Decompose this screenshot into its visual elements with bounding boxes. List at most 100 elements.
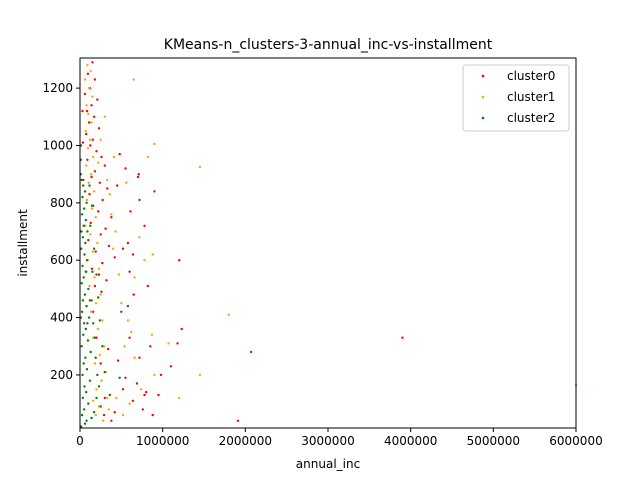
point-cluster1-52 [227,313,230,316]
point-cluster2-58 [92,411,96,414]
point-cluster1-29 [90,310,93,313]
point-cluster0-62 [113,411,116,414]
x-tick-label-5: 5000000 [467,434,520,448]
point-cluster0-20 [98,181,102,184]
point-cluster0-2 [93,78,97,81]
point-cluster1-61 [108,193,112,196]
point-cluster1-16 [85,198,89,202]
y-tick-label-5: 1200 [42,81,73,95]
point-cluster1-46 [133,276,136,279]
point-cluster0-67 [92,310,95,313]
point-cluster2-17 [82,276,85,279]
point-cluster2-52 [88,184,91,187]
point-cluster1-10 [86,147,90,150]
point-cluster1-31 [96,327,100,331]
point-cluster2-57 [99,405,102,408]
point-cluster0-47 [146,284,149,288]
y-tick-label-1: 400 [50,311,73,325]
points-layer [79,61,578,428]
point-cluster2-48 [91,270,94,273]
legend-label-cluster2: cluster2 [507,111,555,125]
point-cluster0-86 [143,393,146,397]
point-cluster0-49 [153,190,156,193]
point-cluster1-9 [88,138,92,141]
point-cluster1-37 [100,379,103,382]
point-cluster1-59 [111,247,115,250]
point-cluster2-25 [82,322,86,325]
point-cluster2-40 [82,408,86,411]
x-tick-label-0: 0 [76,434,84,448]
legend-marker-cluster0 [481,74,485,78]
point-cluster1-5 [85,104,88,107]
point-cluster2-46 [92,322,95,325]
point-cluster1-33 [102,345,106,348]
x-axis-ticks: 0 1000000 2000000 3000000 4000000 5000000 6000… [76,428,603,448]
point-cluster1-51 [167,342,170,345]
point-cluster1-38 [95,388,98,391]
point-cluster1-18 [94,216,97,219]
point-cluster1-39 [106,396,109,400]
point-cluster0-4 [83,92,87,96]
point-cluster0-15 [100,155,103,159]
point-cluster1-72 [97,405,101,408]
point-cluster1-68 [121,413,125,417]
point-cluster2-29 [80,345,83,348]
point-cluster0-83 [106,347,110,351]
point-cluster1-54 [178,396,181,400]
point-cluster0-45 [126,241,130,245]
point-cluster0-28 [104,227,107,230]
legend: cluster0 cluster1 cluster2 [462,64,570,132]
point-cluster1-11 [92,155,95,159]
point-cluster0-33 [113,256,116,259]
point-cluster1-60 [110,213,113,216]
point-cluster2-35 [88,379,92,382]
point-cluster1-27 [99,293,102,296]
point-cluster1-71 [101,419,105,422]
point-cluster1-78 [106,178,109,182]
point-cluster0-14 [95,150,98,153]
point-cluster1-56 [133,356,136,359]
point-cluster2-51 [90,204,94,207]
point-cluster0-25 [97,210,100,213]
point-cluster0-60 [131,399,135,402]
point-cluster2-63 [249,350,253,354]
point-cluster2-55 [97,385,101,388]
point-cluster1-49 [130,330,133,334]
point-cluster0-53 [149,345,152,348]
point-cluster1-44 [125,181,128,184]
point-cluster2-38 [81,396,85,400]
point-cluster0-21 [106,187,109,190]
point-cluster2-33 [85,368,89,371]
point-cluster0-9 [87,121,91,124]
point-cluster1-62 [114,230,117,233]
point-cluster1-6 [87,112,90,116]
point-cluster1-28 [94,302,98,305]
point-cluster2-4 [85,201,88,204]
y-axis-ticks: 200 400 600 800 1000 1200 [42,81,80,382]
x-tick-label-3: 3000000 [301,434,354,448]
point-cluster1-76 [99,138,102,141]
point-cluster1-48 [143,259,146,262]
point-cluster0-65 [99,362,102,365]
point-cluster2-69 [95,273,98,276]
point-cluster1-30 [101,319,104,322]
point-cluster0-89 [121,247,125,250]
point-cluster1-8 [84,129,88,133]
y-tick-label-4: 1000 [42,138,73,152]
legend-label-cluster1: cluster1 [507,90,555,104]
legend-marker-cluster2 [481,116,485,120]
point-cluster1-43 [146,155,149,159]
point-cluster0-1 [86,72,90,76]
point-cluster2-28 [86,339,90,342]
point-cluster2-19 [87,287,90,291]
point-cluster2-62 [118,376,121,379]
point-cluster0-59 [141,408,144,411]
chart-title: KMeans-n_clusters-3-annual_inc-vs-instal… [164,37,493,53]
point-cluster1-12 [85,164,88,167]
point-cluster0-19 [90,175,93,179]
point-cluster0-63 [110,419,113,422]
point-cluster0-0 [91,61,94,64]
point-cluster2-8 [82,224,85,227]
point-cluster0-69 [86,322,89,325]
point-cluster2-39 [87,402,90,405]
